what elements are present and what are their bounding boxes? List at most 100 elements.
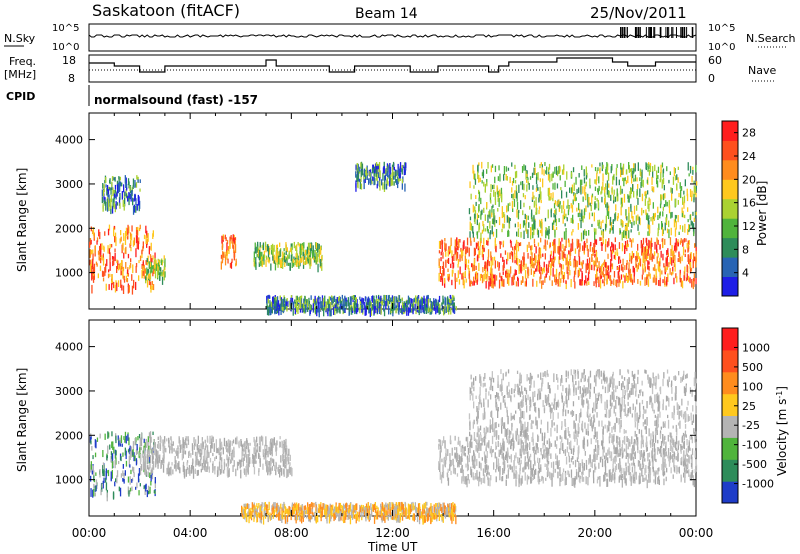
data-point: [552, 256, 554, 260]
data-point: [537, 435, 540, 442]
data-point: [644, 247, 646, 256]
data-point: [233, 460, 235, 467]
data-point: [314, 250, 316, 259]
data-point: [424, 303, 426, 311]
data-point: [662, 229, 664, 235]
data-point: [439, 463, 441, 472]
data-point: [550, 472, 552, 480]
data-point: [397, 176, 399, 184]
data-point: [133, 452, 135, 462]
data-point: [505, 454, 507, 461]
data-point: [683, 238, 686, 243]
data-point: [613, 189, 615, 195]
data-point: [686, 242, 688, 249]
data-point: [591, 193, 594, 198]
data-point: [664, 238, 666, 245]
data-point: [444, 248, 446, 252]
data-point: [317, 298, 319, 305]
data-point: [286, 247, 288, 253]
data-point: [674, 255, 676, 261]
data-point: [99, 231, 101, 240]
data-point: [582, 215, 584, 223]
data-point: [308, 297, 310, 307]
data-point: [472, 204, 474, 213]
data-point: [309, 243, 312, 249]
data-point: [526, 179, 528, 183]
data-point: [303, 308, 305, 313]
data-point: [127, 228, 129, 235]
data-point: [366, 302, 368, 308]
data-point: [291, 261, 293, 268]
data-point: [297, 255, 299, 261]
data-point: [579, 212, 581, 218]
data-point: [644, 277, 646, 286]
data-point: [201, 439, 203, 448]
data-point: [367, 297, 369, 306]
data-point: [425, 307, 428, 314]
data-point: [645, 209, 647, 215]
sky-tick-bottom: 10^0: [52, 42, 79, 53]
data-point: [151, 475, 154, 480]
data-point: [611, 248, 614, 254]
data-point: [694, 187, 696, 195]
data-point: [554, 244, 556, 254]
data-point: [276, 258, 278, 263]
data-point: [480, 443, 482, 451]
data-point: [663, 471, 666, 476]
data-point: [501, 206, 503, 215]
data-point: [542, 253, 544, 257]
colorbar-tick-label: 8: [742, 243, 749, 256]
data-point: [109, 258, 111, 263]
data-point: [264, 241, 267, 250]
data-point: [606, 162, 608, 170]
data-point: [682, 246, 685, 256]
data-point: [473, 264, 475, 271]
data-point: [213, 443, 215, 452]
data-point: [369, 170, 371, 177]
data-point: [636, 256, 638, 260]
data-point: [315, 242, 317, 247]
data-point: [621, 197, 623, 207]
data-point: [107, 445, 109, 454]
data-point: [550, 193, 552, 200]
data-point: [194, 451, 197, 457]
data-point: [565, 239, 567, 248]
data-point: [610, 222, 612, 231]
data-point: [478, 452, 480, 459]
data-point: [294, 303, 296, 308]
data-point: [573, 276, 575, 282]
data-point: [510, 440, 512, 450]
data-point: [272, 296, 274, 305]
data-point: [538, 197, 540, 203]
data-point: [221, 457, 223, 466]
data-point: [121, 182, 123, 187]
data-point: [221, 465, 223, 474]
date-title: 25/Nov/2011: [590, 4, 687, 22]
data-point: [685, 277, 688, 282]
data-point: [623, 193, 626, 203]
data-point: [90, 488, 92, 497]
data-point: [589, 184, 591, 189]
data-point: [476, 219, 478, 226]
data-point: [581, 471, 583, 475]
data-point: [431, 301, 433, 308]
data-point: [501, 278, 503, 283]
data-point: [608, 238, 610, 246]
data-point: [651, 447, 654, 455]
data-point: [630, 256, 633, 264]
data-point: [444, 278, 446, 284]
data-point: [143, 234, 146, 240]
data-point: [448, 246, 450, 253]
data-point: [307, 242, 310, 248]
data-point: [539, 276, 541, 284]
data-point: [508, 464, 511, 469]
data-point: [444, 238, 446, 242]
data-point: [520, 266, 522, 274]
data-point: [470, 466, 472, 476]
data-point: [674, 260, 676, 265]
data-point: [658, 475, 660, 481]
data-point: [622, 221, 624, 227]
y-tick-label: 4000: [55, 134, 83, 147]
data-point: [562, 468, 565, 473]
data-point: [598, 219, 601, 224]
